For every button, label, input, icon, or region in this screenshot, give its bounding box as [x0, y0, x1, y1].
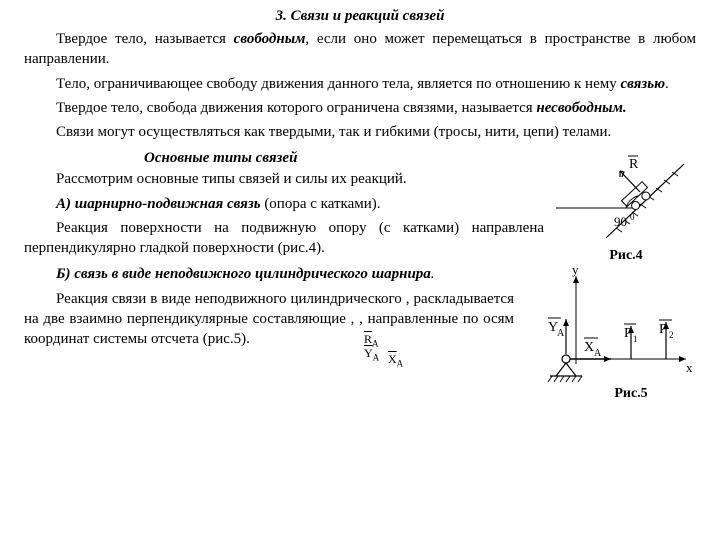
figure-5: y x Y A — [526, 264, 696, 402]
figure-5-svg: y x Y A — [526, 264, 696, 384]
para6-b: (опора с катками). — [261, 196, 381, 212]
section-title: 3. Связи и реакций связей — [24, 8, 696, 25]
fig5-xa-sub: A — [594, 348, 602, 359]
para2-a: Тело, ограничивающее свободу движения да… — [56, 76, 620, 92]
fig5-y-label: y — [572, 264, 579, 277]
section-b-text: Б) связь в виде неподвижного цилиндричес… — [24, 264, 514, 353]
para2-b: связью — [620, 76, 665, 92]
fig5-p2: P — [659, 322, 667, 337]
paragraph-4: Связи могут осуществляться как твердыми,… — [24, 122, 696, 142]
fig5-ya-sub: A — [557, 328, 565, 339]
para3-a: Твердое тело, свобода движения которого … — [56, 100, 536, 116]
fig5-p1-sub: 1 — [633, 334, 638, 344]
paragraph-9: Реакция связи в виде неподвижного цилинд… — [24, 289, 514, 350]
figure-4-svg: R 90 0 — [556, 146, 696, 246]
fig4-angle-sup: 0 — [630, 212, 635, 222]
paragraph-1: Твердое тело, называется свободным, если… — [24, 29, 696, 70]
fig4-r-label: R — [629, 157, 639, 172]
para1-a: Твердое тело, называется — [56, 31, 234, 47]
fig5-p2-sub: 2 — [669, 330, 674, 340]
para9-a: Реакция связи в виде неподвижного цилинд… — [24, 291, 514, 348]
figure-4: R 90 0 Рис.4 — [556, 146, 696, 264]
para3-b: несвободным. — [536, 100, 626, 116]
types-subheading: Основные типы связей — [144, 150, 544, 167]
paragraph-5: Рассмотрим основные типы связей и силы и… — [24, 169, 544, 189]
para2-c: . — [665, 76, 669, 92]
fig5-xa: X — [584, 340, 594, 355]
inline-xa: XA — [356, 351, 403, 370]
paragraph-2: Тело, ограничивающее свободу движения да… — [24, 74, 696, 94]
fig4-angle-90: 90 — [614, 214, 627, 229]
section-a-text: Основные типы связей Рассмотрим основные… — [24, 146, 544, 262]
paragraph-7: Реакция поверхности на подвижную опору (… — [24, 218, 544, 259]
fig5-p1: P — [624, 326, 632, 341]
fig5-x-label: x — [686, 360, 693, 375]
para8-a: Б) связь в виде неподвижного цилиндричес… — [56, 266, 431, 282]
page: 3. Связи и реакций связей Твердое тело, … — [0, 0, 720, 540]
paragraph-8: Б) связь в виде неподвижного цилиндричес… — [24, 264, 514, 284]
figure-4-caption: Рис.4 — [556, 248, 696, 264]
para6-a: А) шарнирно-подвижная связь — [56, 196, 261, 212]
section-b-row: Б) связь в виде неподвижного цилиндричес… — [24, 264, 696, 402]
figure-5-caption: Рис.5 — [566, 386, 696, 402]
paragraph-3: Твердое тело, свобода движения которого … — [24, 98, 696, 118]
section-a-row: Основные типы связей Рассмотрим основные… — [24, 146, 696, 264]
para8-b: . — [431, 266, 435, 282]
paragraph-6: А) шарнирно-подвижная связь (опора с кат… — [24, 194, 544, 214]
para1-b: свободным — [234, 31, 306, 47]
